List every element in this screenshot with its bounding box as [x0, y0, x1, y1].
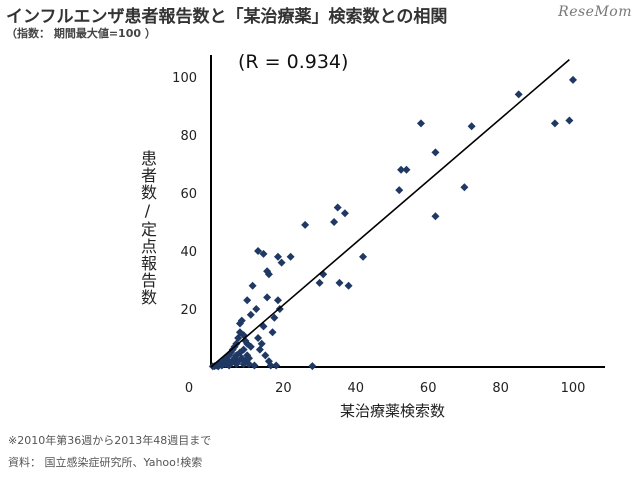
data-point [259, 249, 268, 258]
data-point [277, 258, 286, 267]
data-point [254, 334, 263, 342]
y-tick-label: 80 [180, 129, 197, 144]
chart-trendline [210, 58, 570, 368]
data-point [246, 342, 255, 351]
data-point [273, 296, 282, 305]
data-point [270, 313, 279, 322]
chart-points [208, 75, 577, 371]
data-point [254, 247, 263, 255]
data-point [268, 328, 277, 337]
data-point [239, 345, 248, 354]
data-point [467, 122, 476, 131]
data-point [330, 218, 339, 226]
data-point [248, 281, 257, 290]
x-axis-label: 某治療薬検索数 [340, 402, 446, 420]
y-tick-label: 60 [180, 187, 197, 202]
data-point [261, 351, 270, 360]
data-point [272, 361, 281, 370]
data-point [431, 148, 440, 157]
data-point [301, 220, 310, 229]
data-point [308, 362, 317, 371]
x-tick-label: 20 [275, 381, 292, 396]
correlation-annotation: (R = 0.934) [238, 51, 348, 73]
data-point [402, 165, 411, 174]
y-tick-label: 20 [180, 303, 197, 318]
x-tick-label: 40 [348, 381, 365, 396]
chart-axes [210, 55, 605, 368]
data-point [252, 305, 261, 313]
data-point [569, 75, 577, 84]
data-point [340, 209, 349, 218]
x-tick-label: 100 [561, 381, 586, 396]
y-tick-label: 100 [172, 71, 197, 86]
y-tick-label: 40 [180, 245, 197, 260]
data-point [257, 339, 266, 348]
data-point [246, 310, 255, 319]
chart-title: インフルエンザ患者報告数と「某治療薬」検索数との相関 [6, 7, 448, 27]
data-point [344, 281, 353, 290]
data-point [335, 278, 344, 287]
source-footnote: 資料： 国立感染症研究所、Yahoo!検索 [8, 456, 203, 469]
data-point [286, 252, 295, 261]
data-point [460, 183, 469, 192]
trendline [210, 58, 570, 368]
chart-subtitle: （指数： 期間最大値=100 ） [6, 27, 156, 40]
data-point [397, 165, 406, 174]
period-footnote: ※2010年第36週から2013年48週目まで [8, 434, 212, 447]
data-point [243, 296, 252, 305]
data-point [431, 212, 440, 221]
chart-ticks: 0 20 40 60 80 100 20 40 60 80 100 [172, 71, 585, 396]
x-tick-label: 60 [420, 381, 437, 396]
data-point [263, 293, 272, 302]
data-point [550, 119, 559, 128]
x-tick-label: 0 [185, 381, 193, 396]
site-logo: ReseMom [558, 4, 632, 20]
data-point [237, 316, 246, 325]
data-point [416, 119, 425, 128]
data-point [250, 361, 259, 370]
site-logo-text: ReseMom [558, 4, 632, 20]
x-tick-label: 80 [492, 381, 509, 396]
data-point [266, 361, 275, 370]
data-point [514, 90, 523, 99]
data-point [315, 278, 324, 287]
y-axis-label: 患者数/定点報告数 [138, 150, 157, 306]
data-point [273, 252, 282, 261]
data-point [264, 270, 273, 279]
data-point [245, 354, 254, 363]
data-point [333, 203, 342, 212]
data-point [395, 186, 404, 195]
data-point [565, 116, 574, 125]
data-point [359, 252, 368, 261]
